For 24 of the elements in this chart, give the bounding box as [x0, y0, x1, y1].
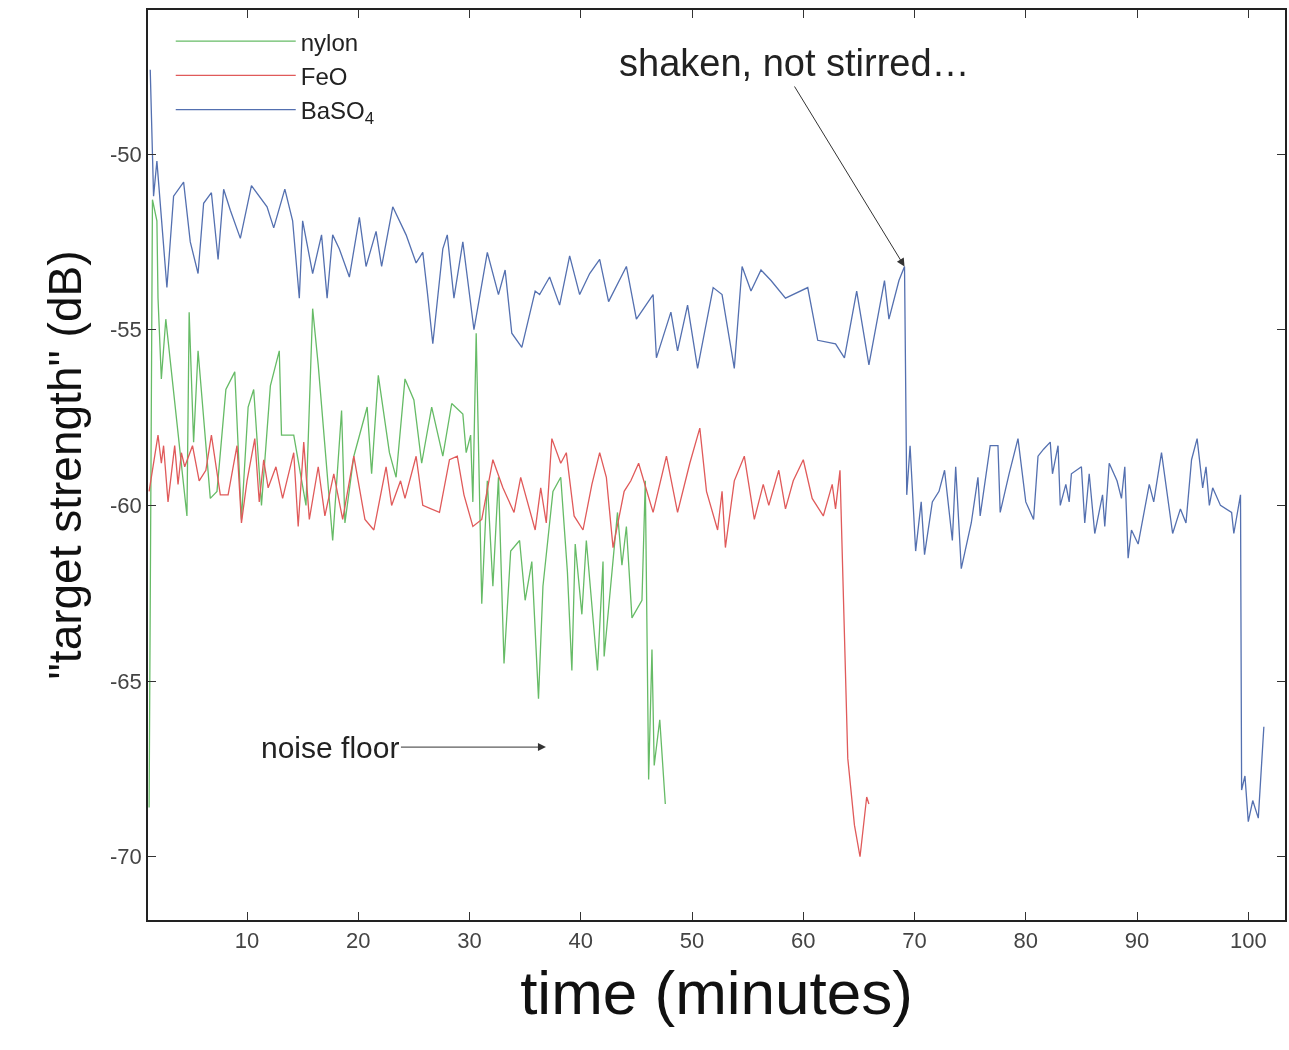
y-tick-label: -55: [110, 317, 142, 343]
annotation: noise floor: [261, 731, 400, 764]
y-axis-title: "target strength" (dB): [38, 250, 91, 680]
x-tick-label: 70: [902, 928, 927, 954]
x-tick-label: 90: [1124, 928, 1150, 954]
x-tick-label: 20: [346, 928, 371, 954]
y-tick-label: -70: [110, 844, 142, 870]
x-axis-title: time (minutes): [520, 957, 913, 1027]
y-tick-label: -60: [110, 493, 142, 519]
x-tick-label: 30: [457, 928, 482, 954]
x-tick-label: 40: [568, 928, 594, 954]
x-tick-label: 50: [679, 928, 705, 954]
legend-label: FeO: [300, 62, 348, 90]
line-series: [148, 427, 870, 858]
legend-label: nylon: [300, 28, 359, 56]
line-series: [148, 199, 666, 809]
x-tick-label: 60: [791, 928, 816, 954]
y-tick-label: -65: [110, 668, 142, 694]
y-tick-label: -50: [110, 141, 142, 167]
x-tick-label: 100: [1229, 928, 1267, 954]
x-tick-label: 10: [234, 928, 260, 954]
legend-label: BaSO$_{4}$: [300, 96, 375, 128]
annotation: shaken, not stirred…: [619, 42, 970, 84]
x-tick-label: 80: [1013, 928, 1039, 954]
